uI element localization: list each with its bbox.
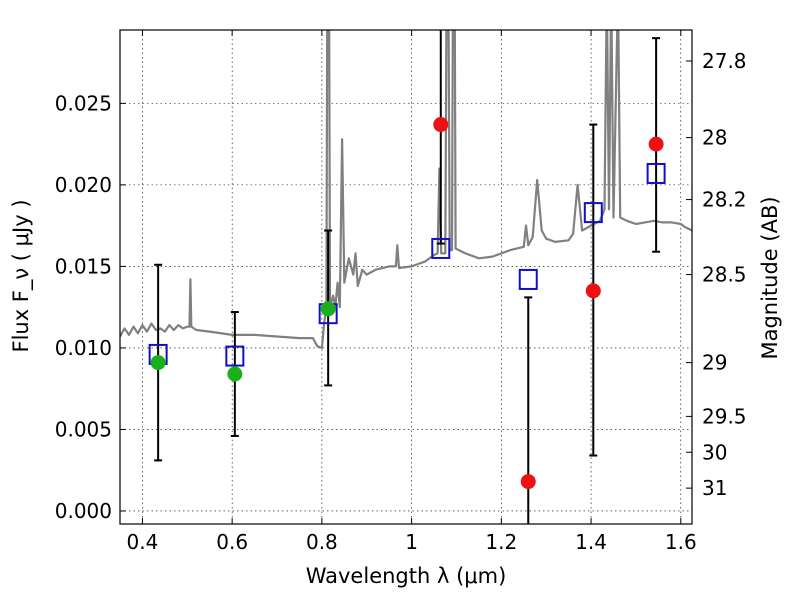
y-tick-label: 0.010 <box>55 336 112 360</box>
y-tick-label: 0.015 <box>55 254 112 278</box>
spectrum-layer <box>120 30 692 349</box>
model-square-marker <box>583 202 603 224</box>
right-tick-label: 28 <box>702 126 727 150</box>
right-tick-label: 28.5 <box>702 263 747 287</box>
model-square-marker <box>225 345 245 367</box>
right-axis-title: Magnitude (AB) <box>758 196 782 359</box>
marker-layer <box>148 117 666 490</box>
x-tick-label: 1.4 <box>575 530 607 554</box>
x-tick-label: 0.8 <box>306 530 338 554</box>
detection-point <box>227 366 243 382</box>
right-tick-label: 31 <box>702 476 727 500</box>
y-axis-title: Flux F_ν ( μJy ) <box>9 199 34 352</box>
plot-frame <box>119 29 693 525</box>
y-tick-label: 0.020 <box>55 173 112 197</box>
tick-layer: 0.4 0.6 0.8 1 1.2 1.4 1.6 0.000 0.005 0.010 0.015 0… <box>55 29 747 554</box>
nondetection-point <box>585 283 601 299</box>
nondetection-point <box>648 136 664 152</box>
nondetection-point <box>520 474 536 490</box>
x-tick-label: 0.4 <box>127 530 159 554</box>
right-tick-label: 29 <box>702 351 727 375</box>
nondetection-point <box>433 117 449 133</box>
y-tick-label: 0.000 <box>55 499 112 523</box>
model-square-marker <box>646 162 666 184</box>
y-tick-label: 0.005 <box>55 417 112 441</box>
detection-point <box>150 355 166 371</box>
model-square-marker <box>431 237 451 259</box>
grid <box>120 30 692 524</box>
x-tick-label: 1.2 <box>485 530 517 554</box>
right-tick-label: 29.5 <box>702 404 747 428</box>
detection-point <box>320 301 336 317</box>
x-tick-label: 0.6 <box>216 530 248 554</box>
x-tick-label: 1 <box>405 530 418 554</box>
right-tick-label: 28.2 <box>702 188 747 212</box>
model-square-marker <box>518 268 538 290</box>
y-tick-label: 0.025 <box>55 91 112 115</box>
right-tick-label: 30 <box>702 440 727 464</box>
x-axis-title: Wavelength λ (μm) <box>306 564 507 588</box>
right-tick-label: 27.8 <box>702 49 747 73</box>
spectrum-line <box>120 30 692 349</box>
x-tick-label: 1.6 <box>665 530 697 554</box>
